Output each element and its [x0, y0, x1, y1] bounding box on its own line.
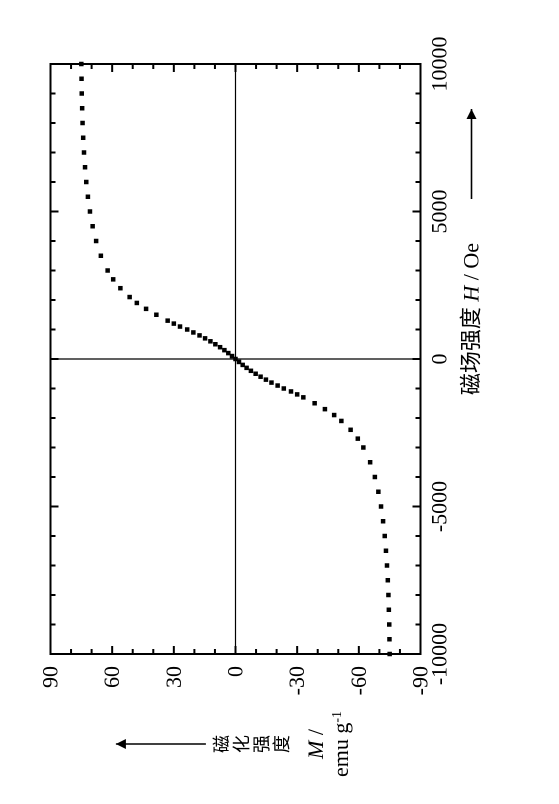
- y-axis-arrowhead: [115, 739, 125, 749]
- data-point: [81, 150, 86, 155]
- data-point: [386, 593, 391, 598]
- data-point: [191, 330, 196, 335]
- y-tick-label: 60: [99, 666, 124, 688]
- data-point: [253, 372, 258, 377]
- y-axis-unit-2: emu g-1: [328, 711, 353, 777]
- data-point: [387, 622, 392, 627]
- data-point: [275, 383, 280, 388]
- data-point: [93, 239, 98, 244]
- y-tick-label: -60: [345, 666, 370, 695]
- data-point: [79, 62, 84, 67]
- data-point: [79, 106, 84, 111]
- data-point: [339, 419, 344, 424]
- data-point: [372, 475, 377, 480]
- data-point: [202, 336, 207, 341]
- data-point: [165, 318, 170, 323]
- data-point: [80, 136, 85, 141]
- y-axis-title: 磁化强度: [212, 735, 292, 753]
- y-tick-label: 0: [222, 666, 247, 677]
- data-point: [80, 121, 85, 126]
- data-point: [387, 652, 392, 657]
- data-point: [85, 195, 90, 200]
- x-axis-arrowhead: [466, 109, 476, 119]
- x-tick-label: 10000: [426, 37, 451, 92]
- data-point: [79, 77, 84, 82]
- x-axis-title: 磁场强度 H / Oe: [458, 243, 483, 395]
- data-point: [301, 395, 306, 400]
- data-point: [385, 578, 390, 583]
- data-point: [217, 345, 222, 350]
- data-point: [263, 377, 268, 382]
- x-tick-label: 0: [426, 354, 451, 365]
- data-point: [348, 428, 353, 433]
- data-point: [322, 407, 327, 412]
- data-point: [213, 342, 218, 347]
- hysteresis-chart: -10000-50000500010000-90-60-300306090磁场强…: [0, 0, 559, 804]
- data-point: [258, 374, 263, 379]
- data-point: [82, 165, 87, 170]
- x-tick-label: 5000: [426, 190, 451, 234]
- data-point: [269, 380, 274, 385]
- y-tick-label: -90: [407, 666, 432, 695]
- data-point: [331, 413, 336, 418]
- data-point: [383, 549, 388, 554]
- y-tick-label: 90: [37, 666, 62, 688]
- data-point: [376, 490, 381, 495]
- data-point: [378, 504, 383, 509]
- x-tick-label: -5000: [426, 481, 451, 532]
- data-point: [387, 637, 392, 642]
- data-point: [288, 389, 293, 394]
- data-point: [79, 91, 84, 96]
- data-point: [208, 339, 213, 344]
- data-point: [90, 224, 95, 229]
- data-point: [184, 327, 189, 332]
- data-point: [87, 209, 92, 214]
- data-point: [361, 445, 366, 450]
- data-point: [127, 295, 132, 300]
- data-point: [197, 333, 202, 338]
- data-point: [384, 563, 389, 568]
- data-point: [380, 519, 385, 524]
- data-point: [294, 392, 299, 397]
- y-tick-label: 30: [160, 666, 185, 688]
- data-point: [281, 386, 286, 391]
- y-axis-unit: M /: [303, 728, 328, 760]
- data-point: [84, 180, 89, 185]
- data-point: [105, 268, 110, 273]
- data-point: [118, 286, 123, 291]
- data-point: [382, 534, 387, 539]
- data-point: [110, 277, 115, 282]
- y-tick-label: -30: [284, 666, 309, 695]
- data-point: [386, 608, 391, 613]
- data-point: [134, 301, 139, 306]
- data-point: [177, 324, 182, 329]
- data-point: [154, 313, 159, 318]
- data-point: [367, 460, 372, 465]
- data-point: [355, 436, 360, 441]
- data-point: [312, 401, 317, 406]
- data-point: [171, 321, 176, 326]
- data-point: [98, 254, 103, 259]
- data-point: [143, 307, 148, 312]
